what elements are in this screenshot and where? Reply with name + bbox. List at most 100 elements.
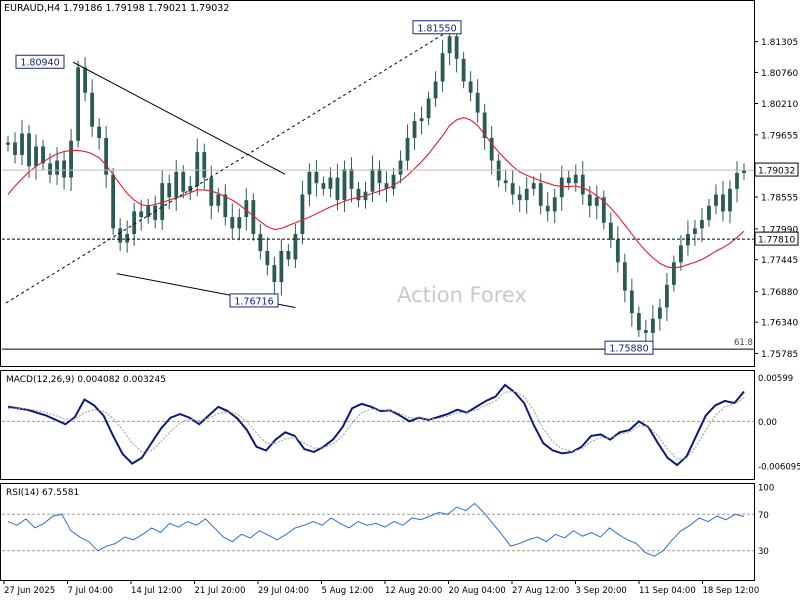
candle-body bbox=[132, 211, 137, 235]
candle-body bbox=[671, 262, 676, 285]
candle-body bbox=[27, 133, 31, 167]
rsi-y-tick-label: 70 bbox=[758, 511, 769, 521]
candle-body bbox=[188, 186, 193, 192]
candle-body bbox=[384, 183, 389, 189]
candle-body bbox=[419, 118, 424, 122]
candle-body bbox=[728, 188, 732, 212]
candle-body bbox=[629, 290, 634, 314]
candle-body bbox=[475, 92, 480, 113]
symbol-header: EURAUD,H4 1.79186 1.79198 1.79021 1.7903… bbox=[4, 3, 230, 14]
candle-body bbox=[223, 194, 228, 218]
level-price-tag-box bbox=[754, 231, 799, 246]
macd-y-tick-label: 0.00 bbox=[758, 418, 777, 428]
candle-body bbox=[125, 234, 130, 243]
candle-body bbox=[594, 197, 599, 206]
candle-body bbox=[230, 217, 235, 229]
candle-body bbox=[657, 307, 662, 319]
candle-body bbox=[356, 188, 361, 201]
candle-body bbox=[454, 36, 459, 59]
price-pane-frame bbox=[0, 0, 755, 367]
x-tick-label: 3 Sep 20:00 bbox=[576, 586, 627, 596]
candle-body bbox=[686, 234, 690, 246]
candle-body bbox=[216, 194, 221, 206]
candle-body bbox=[202, 152, 207, 178]
candle-body bbox=[62, 160, 66, 178]
candle-body bbox=[111, 174, 116, 229]
x-tick-label: 29 Jul 04:00 bbox=[258, 586, 309, 596]
candle-body bbox=[566, 177, 571, 184]
candle-body bbox=[342, 169, 347, 201]
candle-body bbox=[440, 53, 445, 82]
candle-body bbox=[174, 171, 179, 198]
upper-wedge-trendline bbox=[72, 61, 286, 175]
candle-body bbox=[272, 265, 277, 283]
candle-body bbox=[531, 183, 536, 189]
label-low-1-76716: 1.76716 bbox=[234, 296, 273, 307]
label-low-1-76716-box bbox=[229, 293, 279, 308]
candle-body bbox=[552, 197, 557, 212]
candle-body bbox=[279, 250, 284, 283]
candle-body bbox=[153, 205, 158, 220]
last-price-tag: 1.79032 bbox=[758, 167, 795, 177]
price-y-tick-label: 1.75785 bbox=[761, 350, 798, 360]
candle-body bbox=[41, 146, 45, 164]
rsi-line bbox=[7, 502, 745, 557]
candle-body bbox=[265, 250, 270, 266]
candle-body bbox=[167, 183, 172, 198]
candle-body bbox=[412, 121, 417, 138]
candle-body bbox=[636, 313, 641, 331]
candle-body bbox=[83, 67, 88, 93]
x-tick-label: 21 Jul 20:00 bbox=[195, 586, 246, 596]
candle-body bbox=[664, 284, 669, 308]
candle-body bbox=[377, 169, 382, 184]
x-tick-label: 20 Aug 04:00 bbox=[449, 586, 506, 596]
candle-body bbox=[742, 170, 746, 174]
candle-body bbox=[482, 112, 487, 138]
candle-body bbox=[34, 146, 38, 167]
candle-body bbox=[69, 140, 73, 178]
candle-body bbox=[735, 173, 739, 189]
candle-body bbox=[195, 152, 200, 186]
label-high-1-81550-box bbox=[412, 20, 462, 35]
candle-body bbox=[707, 205, 711, 220]
candle-body bbox=[349, 169, 354, 189]
moving-average-line bbox=[7, 117, 745, 269]
candle-body bbox=[700, 219, 704, 229]
candle-body bbox=[139, 211, 144, 218]
candle-body bbox=[693, 228, 697, 235]
price-y-tick-label: 1.80210 bbox=[761, 100, 798, 110]
candle-body bbox=[587, 194, 592, 206]
rsi-y-tick-label: 30 bbox=[758, 547, 769, 557]
candle-body bbox=[650, 318, 655, 333]
price-y-tick-label: 1.77445 bbox=[761, 256, 798, 266]
candle-body bbox=[398, 160, 403, 175]
candle-body bbox=[489, 137, 494, 161]
candle-body bbox=[258, 234, 263, 251]
candle-body bbox=[13, 142, 17, 155]
rising-channel-trendline bbox=[5, 25, 457, 304]
candle-body bbox=[20, 133, 24, 155]
label-low-1-75880: 1.75880 bbox=[609, 344, 648, 355]
candle-body bbox=[721, 194, 725, 212]
price-y-tick-label: 1.77990 bbox=[761, 225, 798, 235]
x-tick-label: 11 Sep 04:00 bbox=[639, 586, 696, 596]
candle-body bbox=[104, 137, 109, 175]
candle-body bbox=[335, 177, 340, 201]
label-high-1-81550: 1.81550 bbox=[417, 23, 456, 34]
price-y-tick-label: 1.79655 bbox=[761, 131, 798, 141]
candle-body bbox=[545, 205, 550, 212]
candle-body bbox=[90, 92, 95, 127]
rsi-y-tick-label: 100 bbox=[758, 484, 774, 494]
candle-body bbox=[503, 180, 508, 184]
candle-body bbox=[468, 81, 473, 93]
candle-body bbox=[300, 194, 305, 235]
price-y-tick-label: 1.81305 bbox=[761, 38, 798, 48]
candle-body bbox=[237, 217, 242, 229]
candle-body bbox=[97, 126, 102, 138]
macd-y-tick-label: 0.00599 bbox=[758, 374, 793, 384]
candle-body bbox=[181, 171, 186, 192]
candle-body bbox=[524, 188, 529, 201]
price-y-tick-label: 1.80760 bbox=[761, 69, 798, 79]
